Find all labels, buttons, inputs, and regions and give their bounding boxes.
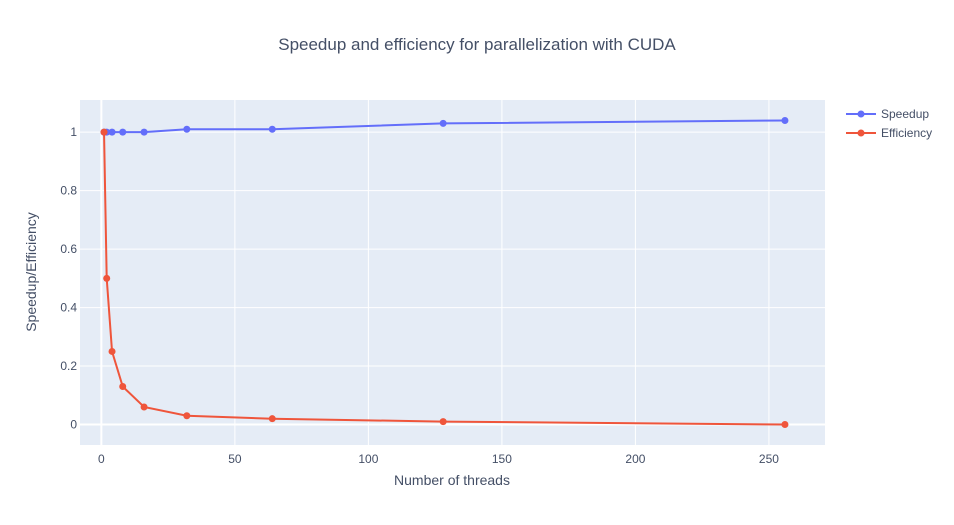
chart-title: Speedup and efficiency for parallelizati… — [278, 35, 676, 54]
efficiency-point[interactable] — [439, 418, 447, 426]
legend-label-speedup: Speedup — [881, 107, 929, 121]
y-tick-label: 1 — [70, 125, 77, 139]
efficiency-point[interactable] — [781, 421, 789, 429]
legend-item-speedup[interactable]: Speedup — [846, 107, 929, 121]
speedup-point[interactable] — [781, 116, 789, 124]
legend-marker-speedup — [857, 110, 865, 118]
y-tick-labels: 0 0.2 0.4 0.6 0.8 1 — [60, 125, 77, 431]
speedup-point[interactable] — [119, 128, 127, 136]
y-tick-label: 0.2 — [60, 359, 77, 373]
gridlines — [80, 100, 825, 445]
efficiency-point[interactable] — [183, 412, 191, 420]
x-tick-label: 100 — [358, 452, 378, 466]
efficiency-point[interactable] — [100, 128, 108, 136]
legend-label-efficiency: Efficiency — [881, 126, 932, 140]
legend-item-efficiency[interactable]: Efficiency — [846, 126, 932, 140]
y-tick-label: 0.6 — [60, 242, 77, 256]
plot-area — [80, 100, 825, 445]
legend[interactable]: Speedup Efficiency — [846, 107, 932, 140]
y-tick-label: 0.4 — [60, 301, 77, 315]
x-tick-label: 250 — [759, 452, 779, 466]
efficiency-point[interactable] — [140, 403, 148, 411]
speedup-point[interactable] — [183, 125, 191, 133]
y-tick-label: 0.8 — [60, 184, 77, 198]
legend-marker-efficiency — [857, 129, 865, 137]
x-tick-label: 0 — [98, 452, 105, 466]
y-axis-title: Speedup/Efficiency — [23, 212, 39, 332]
x-axis-title: Number of threads — [394, 472, 510, 488]
speedup-point[interactable] — [140, 128, 148, 136]
series-efficiency — [100, 128, 789, 429]
y-tick-label: 0 — [70, 418, 77, 432]
speedup-point[interactable] — [439, 119, 447, 127]
efficiency-point[interactable] — [119, 383, 127, 391]
series-layer — [100, 116, 789, 429]
speedup-point[interactable] — [268, 125, 276, 133]
x-tick-label: 150 — [492, 452, 512, 466]
efficiency-point[interactable] — [103, 274, 111, 282]
efficiency-point[interactable] — [268, 415, 276, 423]
efficiency-point[interactable] — [108, 347, 116, 355]
x-tick-labels: 0 50 100 150 200 250 — [98, 452, 779, 466]
x-tick-label: 200 — [625, 452, 645, 466]
x-tick-label: 50 — [228, 452, 242, 466]
speedup-point[interactable] — [108, 128, 116, 136]
